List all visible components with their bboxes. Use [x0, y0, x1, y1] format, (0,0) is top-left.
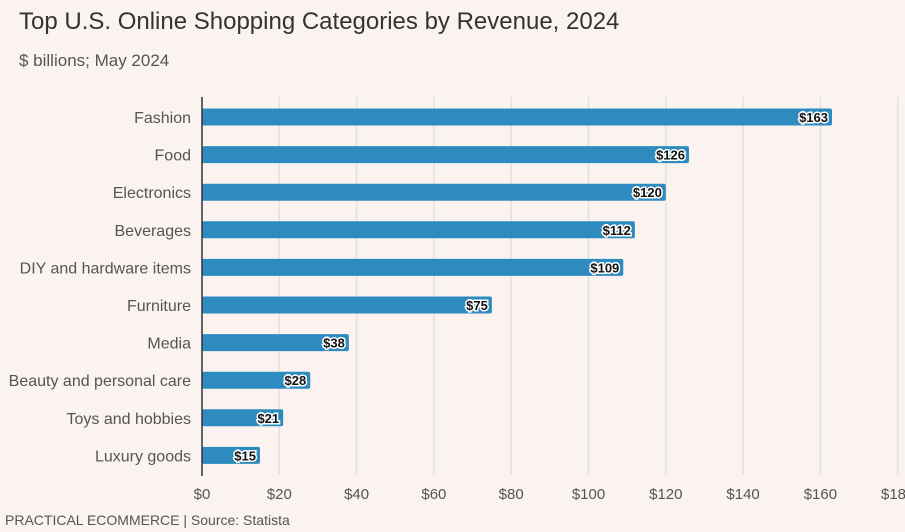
category-label: Fashion: [134, 110, 191, 127]
data-label: $120: [633, 185, 662, 200]
bar: [202, 371, 311, 389]
x-tick-label: $20: [267, 486, 292, 503]
category-label: Toys and hobbies: [66, 411, 191, 428]
source-note: PRACTICAL ECOMMERCE | Source: Statista: [5, 512, 290, 528]
bar: [202, 409, 284, 427]
category-label: Media: [147, 336, 191, 353]
chart-subtitle: $ billions; May 2024: [19, 51, 170, 70]
data-label: $28: [285, 373, 307, 388]
data-label: $126: [656, 148, 685, 163]
x-tick-label: $100: [572, 486, 605, 503]
category-label: Electronics: [113, 185, 191, 202]
data-label: $21: [257, 411, 279, 426]
bar: [202, 221, 635, 239]
category-label: Furniture: [127, 298, 191, 315]
bars: [202, 108, 832, 464]
data-label: $163: [799, 110, 828, 125]
bar: [202, 108, 832, 126]
x-tick-label: $140: [726, 486, 759, 503]
bar-chart: $0 $20 $40 $60 $80 $100 $120 $140 $160 $180 Fashio…: [9, 97, 905, 504]
category-label: Food: [155, 148, 191, 165]
bar: [202, 446, 260, 464]
data-label: $112: [603, 223, 631, 238]
bar: [202, 146, 689, 164]
chart-title: Top U.S. Online Shopping Categories by R…: [19, 8, 620, 35]
category-label: DIY and hardware items: [20, 260, 191, 277]
x-tick-label: $180: [881, 486, 905, 503]
x-tick-label: $0: [194, 486, 211, 503]
bar: [202, 258, 624, 276]
x-tick-label: $60: [421, 486, 446, 503]
bar: [202, 296, 492, 314]
x-tick-label: $40: [344, 486, 369, 503]
labels: $0 $20 $40 $60 $80 $100 $120 $140 $160 $180 Fashio…: [9, 109, 905, 504]
data-label: $15: [234, 448, 256, 463]
bar: [202, 334, 349, 352]
x-tick-label: $120: [649, 486, 682, 503]
bar: [202, 183, 666, 201]
x-tick-label: $80: [499, 486, 524, 503]
category-label: Beauty and personal care: [9, 373, 191, 390]
data-label: $109: [590, 260, 619, 275]
data-label: $38: [323, 336, 345, 351]
category-label: Beverages: [115, 223, 192, 240]
category-label: Luxury goods: [95, 448, 191, 465]
data-label: $75: [466, 298, 488, 313]
x-tick-label: $160: [804, 486, 837, 503]
